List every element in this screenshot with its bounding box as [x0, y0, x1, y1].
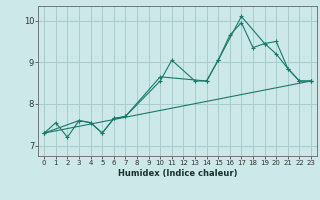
X-axis label: Humidex (Indice chaleur): Humidex (Indice chaleur) [118, 169, 237, 178]
